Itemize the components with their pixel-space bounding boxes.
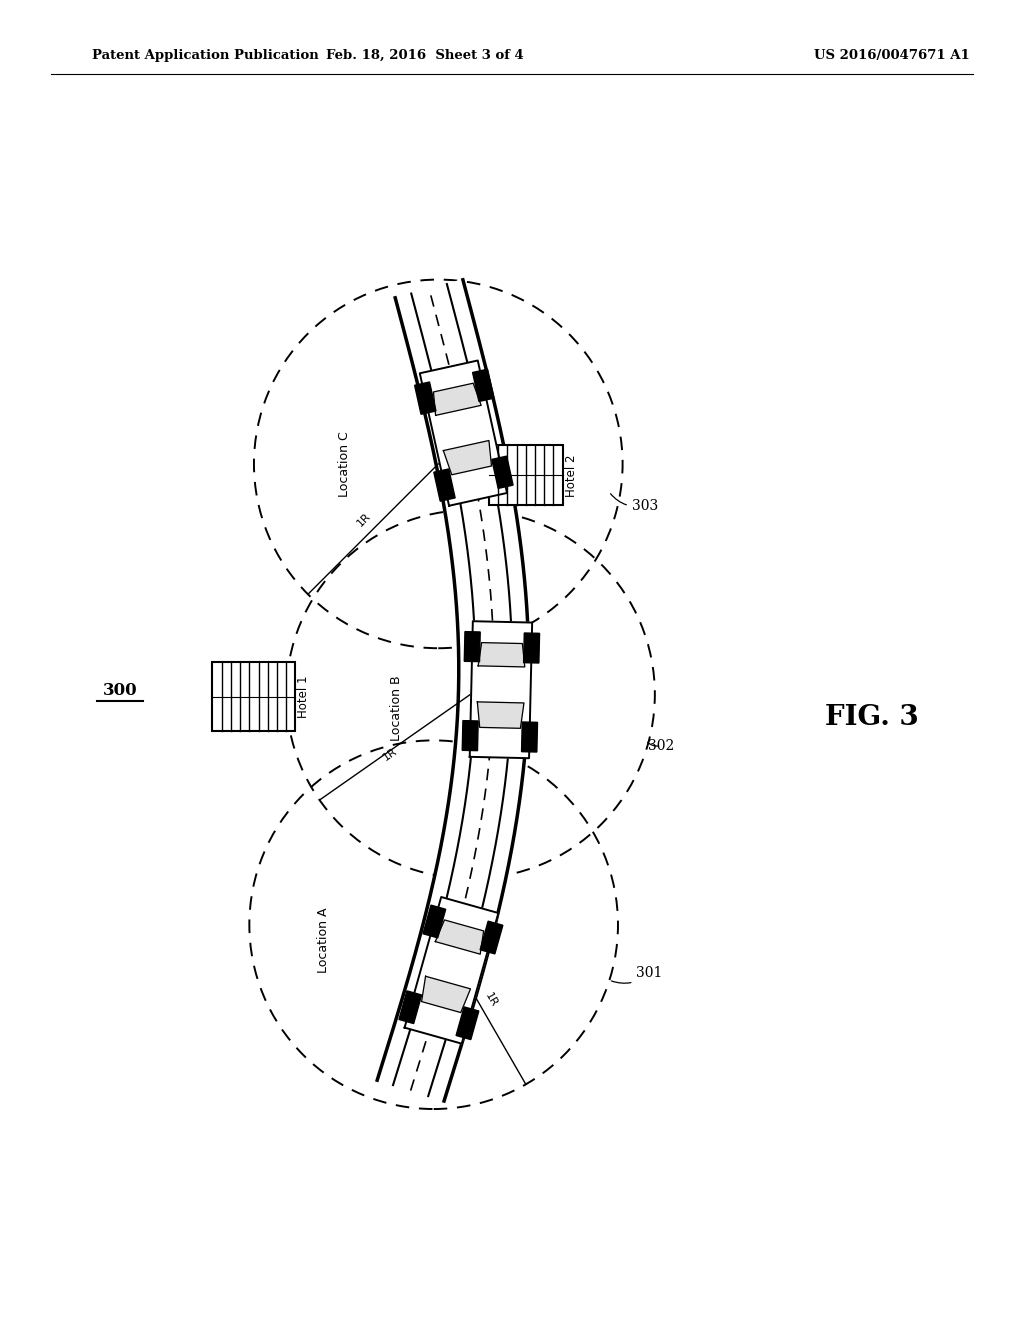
Text: Location A: Location A [316,908,330,973]
Polygon shape [462,721,478,751]
Text: 1R: 1R [382,746,399,763]
Text: 302: 302 [647,739,675,752]
Polygon shape [523,634,540,663]
Polygon shape [478,643,524,667]
Polygon shape [464,632,480,661]
Text: Location B: Location B [390,676,403,741]
Polygon shape [521,722,538,752]
Text: 301: 301 [611,966,663,983]
Polygon shape [456,1007,479,1040]
Polygon shape [423,906,445,937]
Text: Location C: Location C [338,432,351,496]
Text: 1R: 1R [482,991,499,1008]
Polygon shape [477,702,524,729]
Polygon shape [435,920,483,954]
Polygon shape [404,898,499,1044]
Polygon shape [434,469,455,502]
Text: Hotel 1: Hotel 1 [297,676,310,718]
Text: 303: 303 [610,494,658,513]
Polygon shape [399,991,422,1023]
Bar [489,445,563,506]
Text: Hotel 2: Hotel 2 [565,454,579,498]
Polygon shape [433,383,481,416]
Text: 300: 300 [103,682,137,698]
Polygon shape [377,280,528,1101]
Polygon shape [422,977,470,1012]
Text: US 2016/0047671 A1: US 2016/0047671 A1 [814,49,970,62]
Text: Feb. 18, 2016  Sheet 3 of 4: Feb. 18, 2016 Sheet 3 of 4 [326,49,524,62]
Text: 1R: 1R [355,511,373,528]
Polygon shape [473,370,494,401]
Polygon shape [415,381,436,414]
Polygon shape [470,622,532,758]
Polygon shape [443,441,492,475]
Text: Patent Application Publication: Patent Application Publication [92,49,318,62]
Polygon shape [420,360,507,506]
Polygon shape [480,921,503,954]
Polygon shape [492,457,513,488]
Text: FIG. 3: FIG. 3 [825,704,920,731]
Bar [213,663,296,731]
